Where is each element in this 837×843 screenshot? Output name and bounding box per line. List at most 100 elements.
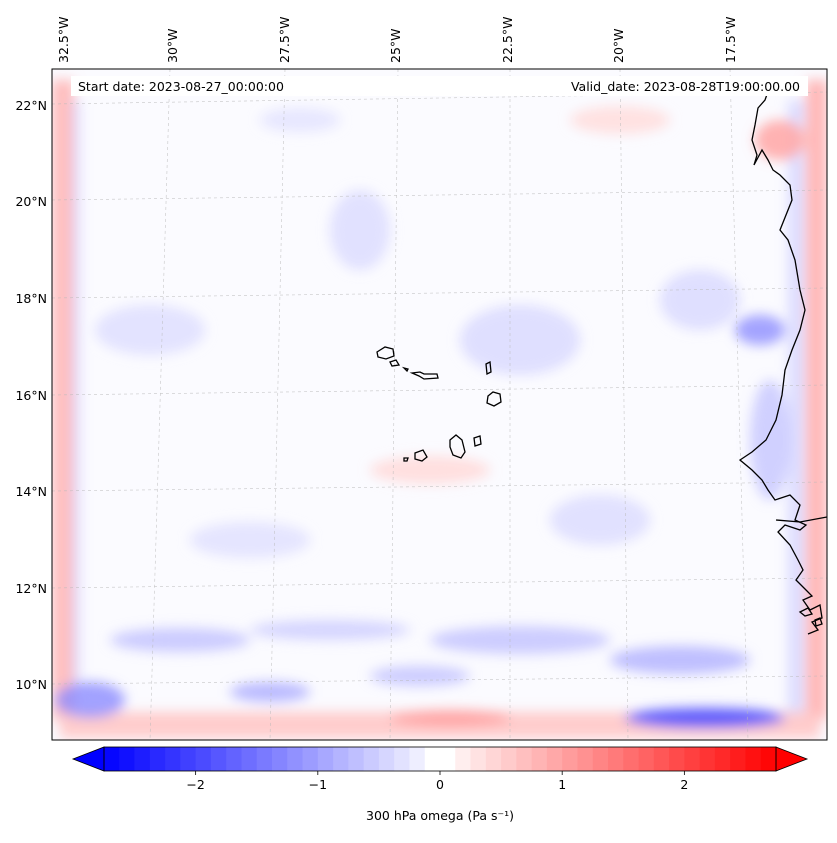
- colorbar-tick-label: 2: [680, 777, 688, 792]
- colorbar-step: [272, 747, 288, 771]
- colorbar-step: [333, 747, 349, 771]
- lat-labels: 22°N 20°N 18°N 16°N 14°N 12°N 10°N: [15, 98, 47, 692]
- colorbar-step: [378, 747, 395, 771]
- omega-south-red: [390, 710, 510, 726]
- island-maio: [473, 435, 482, 447]
- omega-int-4: [370, 456, 490, 484]
- colorbar-step: [317, 747, 334, 771]
- island-sao-vicente: [389, 359, 401, 367]
- colorbar-step: [180, 747, 197, 771]
- colorbar-label: 300 hPa omega (Pa s⁻¹): [366, 808, 514, 823]
- lon-label: 22.5°W: [500, 17, 515, 63]
- lon-label: 32.5°W: [56, 17, 71, 63]
- omega-west-boundary: [52, 80, 74, 720]
- colorbar-step: [730, 747, 746, 771]
- colorbar-step: [363, 747, 380, 771]
- colorbar-tick-label: −1: [309, 777, 327, 792]
- colorbar-step: [165, 747, 181, 771]
- omega-int-11: [735, 315, 785, 345]
- colorbar: −2 −1 0 1 2 300 hPa omega (Pa s⁻¹): [71, 746, 809, 823]
- omega-band-6: [370, 666, 470, 686]
- colorbar-step: [638, 747, 655, 771]
- lat-label: 14°N: [15, 484, 47, 499]
- omega-sw-blue: [55, 682, 125, 718]
- colorbar-step: [501, 747, 517, 771]
- colorbar-step: [210, 747, 227, 771]
- omega-int-3: [330, 190, 390, 270]
- island-sao-nicolau: [409, 371, 439, 380]
- start-date: Start date: 2023-08-27_00:00:00: [78, 79, 284, 94]
- lat-label: 18°N: [15, 291, 47, 306]
- colorbar-step: [760, 747, 777, 771]
- lon-label: 25°W: [388, 28, 403, 63]
- omega-int-12: [750, 380, 790, 500]
- cape-verde-islands: [376, 346, 502, 462]
- colorbar-step: [546, 747, 563, 771]
- colorbar-step: [134, 747, 151, 771]
- colorbar-step: [394, 747, 410, 771]
- colorbar-step: [119, 747, 135, 771]
- omega-int-7: [550, 495, 650, 545]
- colorbar-step: [226, 747, 242, 771]
- colorbar-step: [699, 747, 716, 771]
- island-fogo: [414, 449, 428, 462]
- colorbar-step: [149, 747, 166, 771]
- colorbar-arrow-right: [775, 746, 809, 772]
- omega-band-2: [250, 620, 410, 640]
- omega-int-1: [460, 305, 580, 375]
- colorbar-arrow-left: [71, 746, 105, 772]
- colorbar-step: [623, 747, 639, 771]
- omega-band-4: [610, 646, 750, 674]
- colorbar-tick-label: 0: [436, 777, 444, 792]
- colorbar-step: [287, 747, 303, 771]
- omega-int-9: [260, 108, 340, 132]
- map-frame: [51, 68, 828, 741]
- colorbar-step: [562, 747, 578, 771]
- colorbar-step: [745, 747, 762, 771]
- header-box: [71, 76, 808, 96]
- coastline-islands: [798, 607, 823, 627]
- omega-band-3: [430, 626, 610, 654]
- omega-band-5: [230, 682, 310, 702]
- colorbar-step: [485, 747, 502, 771]
- lat-label: 12°N: [15, 581, 47, 596]
- island-santo-antao: [376, 346, 395, 360]
- colorbar-step: [409, 747, 426, 771]
- omega-int-5: [570, 106, 670, 134]
- omega-east-boundary: [806, 80, 827, 720]
- colorbar-step: [256, 747, 273, 771]
- colorbar-tick-label: 1: [558, 777, 566, 792]
- omega-band-1: [110, 628, 250, 652]
- colorbar-step: [592, 747, 609, 771]
- colorbar-steps: [104, 747, 777, 771]
- colorbar-step: [241, 747, 258, 771]
- omega-int-8: [190, 522, 310, 558]
- colorbar-step: [669, 747, 685, 771]
- colorbar-step: [714, 747, 731, 771]
- lon-label: 20°W: [611, 28, 626, 63]
- colorbar-step: [302, 747, 319, 771]
- graticule: [52, 69, 827, 740]
- valid-date: Valid_date: 2023-08-28T19:00:00.00: [571, 79, 800, 94]
- colorbar-step: [104, 747, 120, 771]
- lon-labels: 32.5°W 30°W 27.5°W 25°W 22.5°W 20°W 17.5…: [56, 17, 738, 63]
- map-panel: Start date: 2023-08-27_00:00:00 Valid_da…: [52, 69, 827, 740]
- omega-west-boundary-inner: [72, 100, 80, 700]
- omega-field: [52, 80, 827, 738]
- lon-label: 27.5°W: [277, 17, 292, 63]
- colorbar-step: [470, 747, 487, 771]
- island-santa-luzia: [401, 366, 409, 373]
- colorbar-step: [440, 747, 456, 771]
- colorbar-tick-label: −2: [186, 777, 204, 792]
- lat-label: 22°N: [15, 98, 47, 113]
- island-santiago: [449, 434, 466, 459]
- lat-label: 10°N: [15, 677, 47, 692]
- coastline-mainland: [738, 85, 823, 635]
- colorbar-ticks: −2 −1 0 1 2: [186, 771, 688, 792]
- coastline: [738, 85, 827, 635]
- omega-south-blue: [625, 708, 785, 728]
- colorbar-step: [424, 747, 441, 771]
- lon-label: 30°W: [165, 28, 180, 63]
- lat-label: 20°N: [15, 194, 47, 209]
